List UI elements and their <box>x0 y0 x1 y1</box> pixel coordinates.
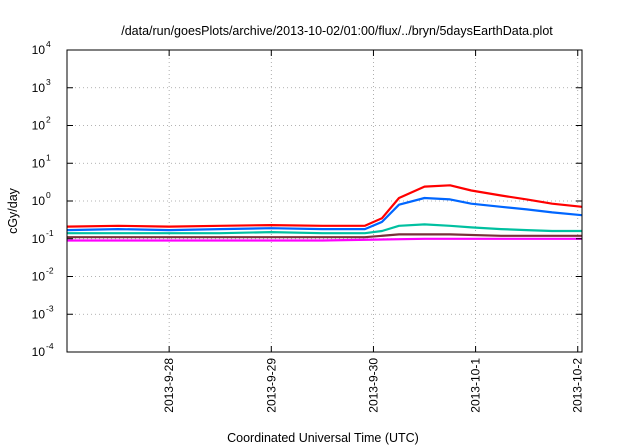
y-tick-exponent: 4 <box>46 39 51 49</box>
series-line <box>67 223 582 235</box>
x-axis-title: Coordinated Universal Time (UTC) <box>227 431 419 445</box>
x-tick-label: 2013-10-2 <box>571 358 585 413</box>
y-tick-label: 10 <box>32 232 46 246</box>
y-tick-label: 10 <box>32 156 46 170</box>
y-tick-exponent: -1 <box>46 228 54 238</box>
grid <box>67 50 582 352</box>
series-layer <box>66 184 583 242</box>
y-tick-exponent: 1 <box>46 152 51 162</box>
x-tick-label: 2013-9-29 <box>264 358 278 413</box>
y-tick-label: 10 <box>32 119 46 133</box>
y-tick-exponent: -4 <box>46 341 54 351</box>
series-line <box>67 233 582 239</box>
y-tick-label: 10 <box>32 307 46 321</box>
y-tick-label: 10 <box>32 345 46 359</box>
series-line <box>66 184 583 228</box>
y-tick-label: 10 <box>32 81 46 95</box>
chart-title: /data/run/goesPlots/archive/2013-10-02/0… <box>121 24 553 38</box>
x-tick-label: 2013-9-30 <box>366 358 380 413</box>
y-tick-label: 10 <box>32 194 46 208</box>
series-line <box>67 237 582 242</box>
y-tick-label: 10 <box>32 270 46 284</box>
x-tick-label: 2013-10-1 <box>469 358 483 413</box>
series-line <box>66 196 583 232</box>
y-tick-exponent: -3 <box>46 303 54 313</box>
x-tick-label: 2013-9-28 <box>162 358 176 413</box>
y-tick-exponent: -2 <box>46 266 54 276</box>
y-tick-exponent: 0 <box>46 190 51 200</box>
plot-frame <box>66 49 583 353</box>
x-axis: 2013-9-28 2013-9-29 2013-9-30 2013-10-1 2013… <box>162 50 585 413</box>
y-axis-title: cGy/day <box>6 187 20 234</box>
y-tick-exponent: 3 <box>46 77 51 87</box>
y-tick-exponent: 2 <box>46 115 51 125</box>
y-tick-label: 10 <box>32 43 46 57</box>
